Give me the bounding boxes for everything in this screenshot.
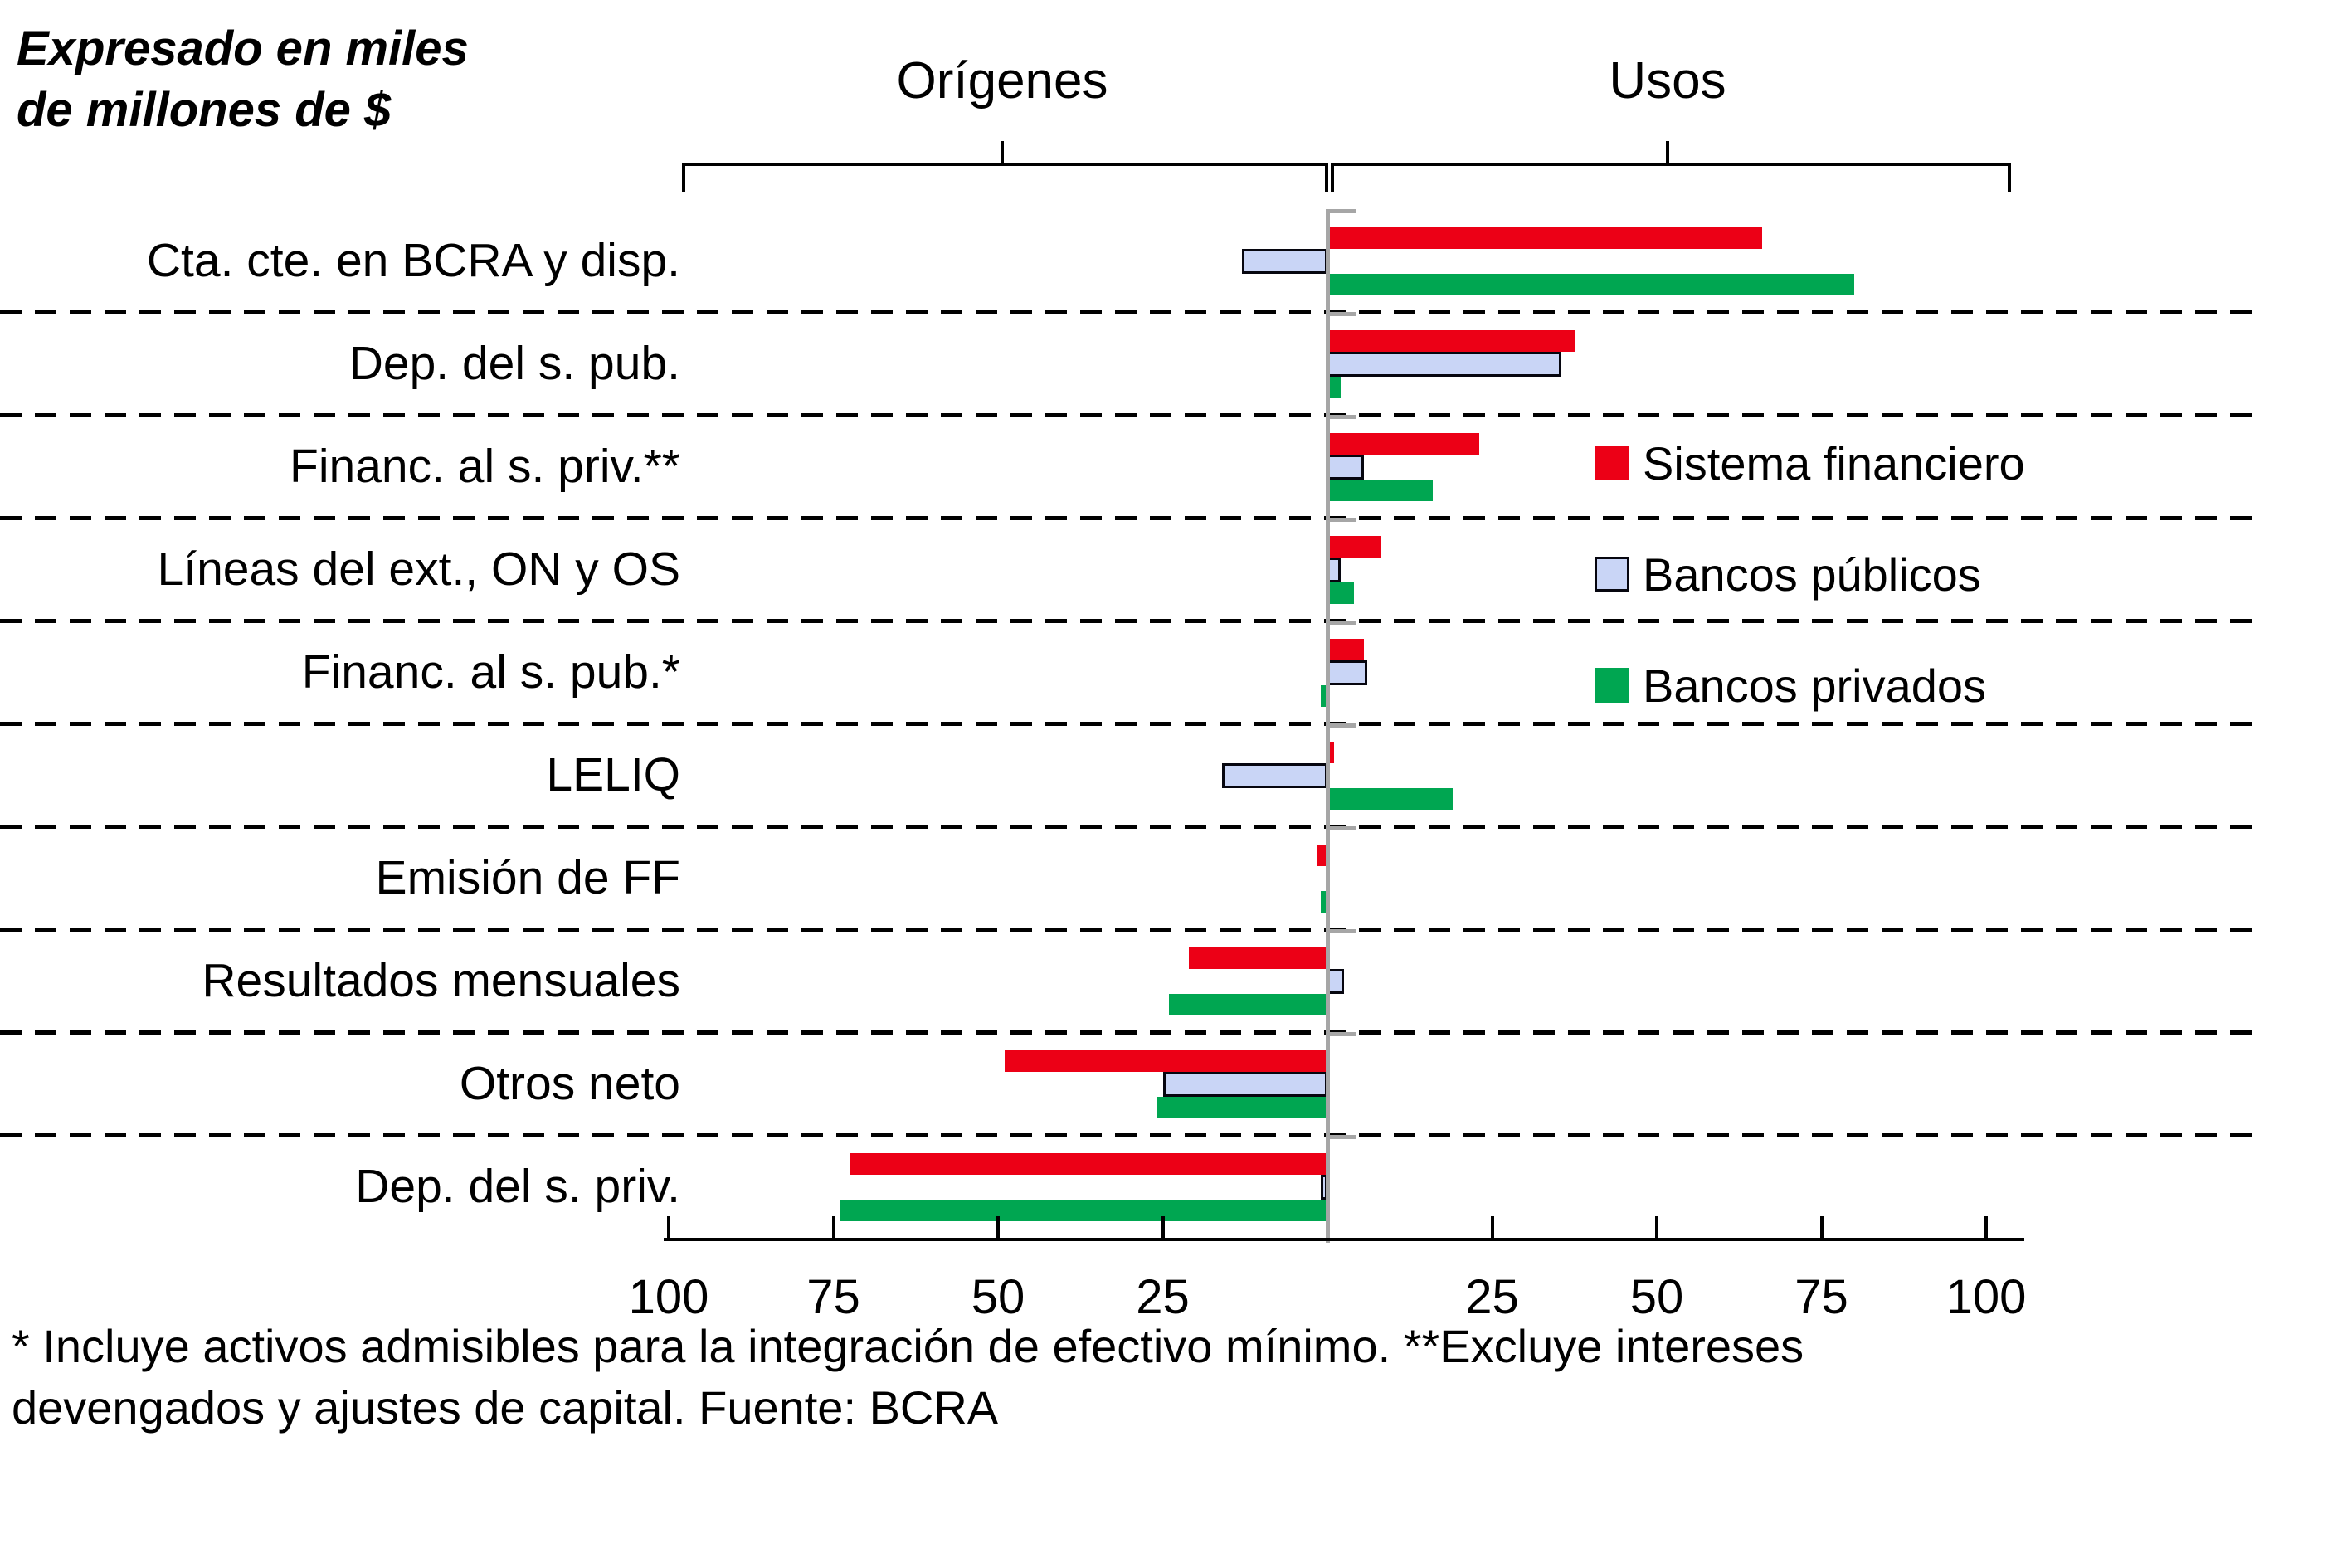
row-separator xyxy=(0,1030,2252,1035)
legend-swatch-bancos-publicos-icon xyxy=(1595,557,1629,592)
row-separator xyxy=(0,825,2252,829)
bar-bancos-privados xyxy=(1169,994,1327,1015)
category-label: Otros neto xyxy=(459,1057,680,1110)
x-axis-tick-label: 25 xyxy=(1465,1270,1519,1324)
x-axis-tick xyxy=(1819,1216,1824,1238)
bar-sistema-financiero xyxy=(1317,845,1327,866)
zero-axis-cap xyxy=(1327,415,1356,419)
footnote: * Incluye activos admisibles para la int… xyxy=(12,1316,2326,1439)
x-axis-tick-label: 50 xyxy=(1629,1270,1684,1324)
legend-swatch-bancos-privados-icon xyxy=(1595,668,1629,703)
origenes-bracket-nub xyxy=(1001,141,1004,163)
zero-axis-cap xyxy=(1327,518,1356,522)
bar-bancos-privados xyxy=(1321,891,1327,913)
category-label: Resultados mensuales xyxy=(202,954,680,1007)
bar-bancos-p-blicos xyxy=(1221,763,1327,788)
chart-title-line1: Expresado en miles xyxy=(17,22,469,75)
row-separator xyxy=(0,310,2252,314)
row-separator xyxy=(0,516,2252,520)
x-axis-tick-label: 100 xyxy=(628,1270,709,1324)
row-separator xyxy=(0,1133,2252,1137)
x-axis-tick-label: 50 xyxy=(971,1270,1025,1324)
category-label: Emisión de FF xyxy=(375,851,680,904)
legend-label-bancos-privados: Bancos privados xyxy=(1643,659,1987,712)
row-separator xyxy=(0,619,2252,623)
legend-swatch-sistema-financiero-icon xyxy=(1595,446,1629,480)
footnote-line2: devengados y ajustes de capital. Fuente:… xyxy=(12,1381,999,1434)
zero-axis-cap xyxy=(1327,826,1356,830)
row-separator xyxy=(0,928,2252,932)
origenes-bracket xyxy=(682,163,1328,192)
zero-axis-cap xyxy=(1327,312,1356,316)
usos-label: Usos xyxy=(1609,52,1726,110)
x-axis-tick-label: 25 xyxy=(1136,1270,1190,1324)
zero-axis-cap xyxy=(1327,1032,1356,1036)
zero-axis-cap xyxy=(1327,621,1356,625)
usos-bracket xyxy=(1331,163,2011,192)
bar-sistema-financiero xyxy=(1189,947,1327,969)
bar-bancos-p-blicos xyxy=(1327,455,1364,480)
x-axis-tick xyxy=(831,1216,835,1238)
category-label: LELIQ xyxy=(546,748,680,801)
origenes-label: Orígenes xyxy=(896,52,1108,110)
bar-sistema-financiero xyxy=(1327,330,1575,352)
legend-label-bancos-publicos: Bancos públicos xyxy=(1643,548,1981,601)
zero-axis-cap xyxy=(1327,209,1356,213)
category-label: Dep. del s. priv. xyxy=(355,1160,680,1213)
bar-sistema-financiero xyxy=(1327,433,1479,455)
bar-sistema-financiero xyxy=(850,1153,1327,1175)
category-label: Financ. al s. priv.** xyxy=(290,440,680,493)
row-separator xyxy=(0,722,2252,726)
bar-bancos-privados xyxy=(1327,788,1453,810)
x-axis-tick xyxy=(1655,1216,1658,1238)
category-label: Financ. al s. pub.* xyxy=(301,645,680,699)
bar-bancos-p-blicos xyxy=(1241,249,1327,274)
x-axis-tick-label: 100 xyxy=(1945,1270,2027,1324)
footnote-line1: * Incluye activos admisibles para la int… xyxy=(12,1320,1804,1372)
usos-bracket-nub xyxy=(1666,141,1669,163)
bar-bancos-p-blicos xyxy=(1327,352,1561,377)
zero-axis-cap xyxy=(1327,723,1356,728)
bar-bancos-privados xyxy=(1327,582,1354,604)
legend-item-bancos-publicos: Bancos públicos xyxy=(1595,548,1981,601)
bar-bancos-privados xyxy=(1327,480,1434,501)
bar-bancos-privados xyxy=(840,1200,1327,1221)
chart-title: Expresado en miles de millones de $ xyxy=(17,18,597,141)
category-label: Cta. cte. en BCRA y disp. xyxy=(146,234,680,287)
zero-axis-cap xyxy=(1327,929,1356,933)
bar-sistema-financiero xyxy=(1327,639,1364,660)
chart-title-line2: de millones de $ xyxy=(17,83,392,138)
legend-label-sistema-financiero: Sistema financiero xyxy=(1643,436,2025,489)
bar-sistema-financiero xyxy=(1004,1050,1327,1072)
bar-bancos-privados xyxy=(1327,274,1855,295)
x-axis-tick xyxy=(996,1216,1000,1238)
x-axis-tick xyxy=(1984,1216,1988,1238)
bar-bancos-privados xyxy=(1321,685,1327,707)
x-axis-tick-label: 75 xyxy=(1794,1270,1848,1324)
row-separator xyxy=(0,413,2252,417)
x-axis-tick xyxy=(667,1216,670,1238)
category-label: Dep. del s. pub. xyxy=(348,337,680,390)
legend-item-sistema-financiero: Sistema financiero xyxy=(1595,436,2025,489)
legend-item-bancos-privados: Bancos privados xyxy=(1595,659,1987,712)
bar-bancos-p-blicos xyxy=(1162,1072,1327,1097)
category-label: Líneas del ext., ON y OS xyxy=(157,543,680,596)
bar-bancos-privados xyxy=(1156,1097,1327,1118)
bar-sistema-financiero xyxy=(1327,227,1763,249)
x-axis-tick xyxy=(1490,1216,1494,1238)
x-axis-tick-label: 75 xyxy=(806,1270,860,1324)
bar-sistema-financiero xyxy=(1327,742,1334,763)
zero-line xyxy=(1326,209,1330,1243)
zero-axis-cap xyxy=(1327,1135,1356,1139)
x-axis-tick xyxy=(1161,1216,1165,1238)
x-axis xyxy=(664,1238,2024,1241)
bar-bancos-p-blicos xyxy=(1327,660,1367,685)
bar-sistema-financiero xyxy=(1327,536,1381,558)
bar-bancos-privados xyxy=(1327,377,1341,398)
